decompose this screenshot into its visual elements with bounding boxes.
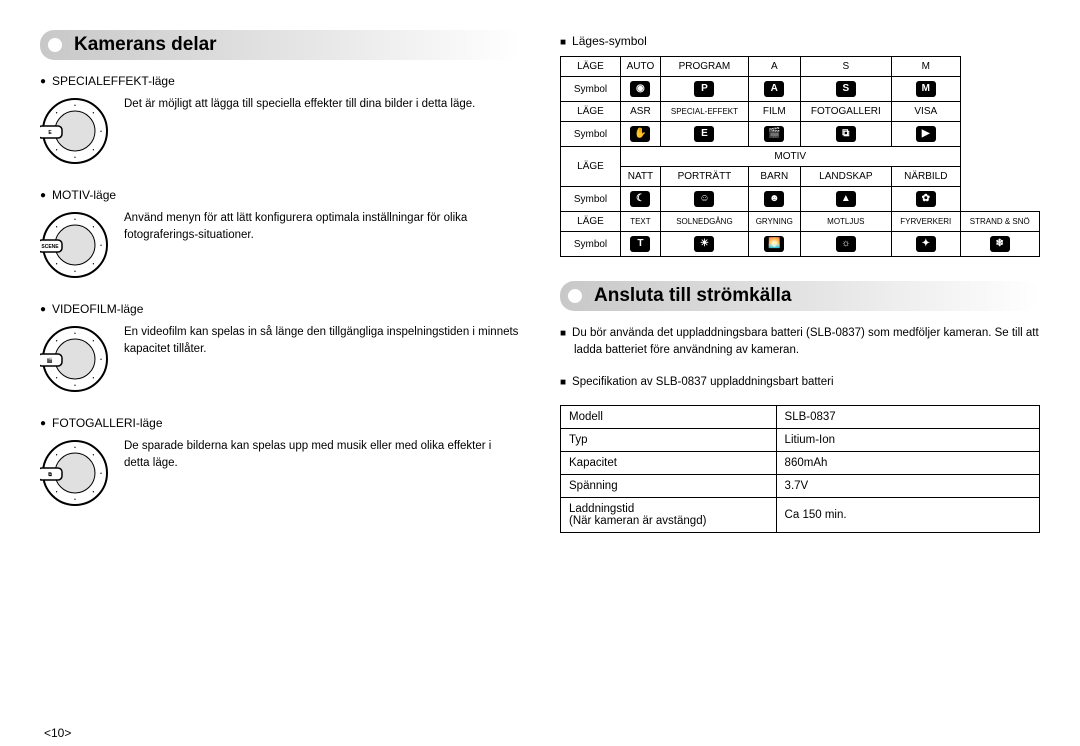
mode-dial-icon: •••••••• 🎬 — [40, 324, 110, 394]
mode-dial-icon: •••••••• E — [40, 96, 110, 166]
right-column: ■Läges-symbol LÄGEAUTOPROGRAMASM Symbol◉… — [560, 30, 1040, 533]
svg-text:•: • — [74, 445, 76, 451]
mode-block: ●MOTIV-läge •••••••• SCENE Använd menyn … — [40, 188, 520, 280]
svg-text:•: • — [56, 375, 58, 381]
heading-parts: Kamerans delar — [74, 34, 217, 56]
svg-text:•: • — [56, 453, 58, 459]
mode-icon: ☻ — [764, 191, 784, 207]
mode-icon: E — [694, 126, 714, 142]
svg-text:•: • — [93, 489, 95, 495]
svg-text:🎬: 🎬 — [47, 357, 53, 364]
svg-text:•: • — [74, 331, 76, 337]
spec-row: Kapacitet860mAh — [561, 451, 1040, 474]
mode-description: Använd menyn för att lätt konfigurera op… — [124, 210, 520, 243]
svg-text:•: • — [74, 497, 76, 503]
svg-text:•: • — [100, 129, 102, 135]
mode-description: De sparade bilderna kan spelas upp med m… — [124, 438, 520, 471]
mode-symbol-head: ■Läges-symbol — [560, 34, 1040, 48]
heading-banner-power: Ansluta till strömkälla — [560, 281, 1040, 311]
svg-text:•: • — [93, 453, 95, 459]
svg-text:•: • — [93, 147, 95, 153]
mode-icon: ☀ — [694, 236, 714, 252]
mode-icon: ✋ — [630, 126, 650, 142]
mode-icon: ⧉ — [836, 126, 856, 142]
mode-title: ●SPECIALEFFEKT-läge — [40, 74, 520, 88]
battery-spec-table: ModellSLB-0837TypLitium-IonKapacitet860m… — [560, 405, 1040, 533]
mode-icon: ▶ — [916, 126, 936, 142]
mode-icon: ☾ — [630, 191, 650, 207]
svg-text:•: • — [74, 269, 76, 275]
mode-icon: S — [836, 81, 856, 97]
mode-dial-icon: •••••••• SCENE — [40, 210, 110, 280]
svg-text:•: • — [93, 375, 95, 381]
mode-dial-icon: •••••••• ⧉ — [40, 438, 110, 508]
svg-text:•: • — [56, 339, 58, 345]
svg-text:⧉: ⧉ — [48, 472, 52, 478]
mode-symbol-table: LÄGEAUTOPROGRAMASM Symbol◉PASM LÄGEASRSP… — [560, 56, 1040, 257]
power-note-2: ■Specifikation av SLB-0837 uppladdningsb… — [560, 374, 1040, 391]
heading-power: Ansluta till strömkälla — [594, 285, 791, 307]
svg-text:•: • — [93, 339, 95, 345]
spec-row: ModellSLB-0837 — [561, 405, 1040, 428]
spec-row: Laddningstid (När kameran är avstängd)Ca… — [561, 497, 1040, 532]
mode-icon: ☼ — [836, 236, 856, 252]
mode-icon: ▲ — [836, 191, 856, 207]
svg-text:•: • — [74, 103, 76, 109]
svg-text:•: • — [100, 357, 102, 363]
mode-icon: M — [916, 81, 936, 97]
left-column: Kamerans delar ●SPECIALEFFEKT-läge • • • • •… — [40, 30, 520, 533]
svg-text:•: • — [93, 225, 95, 231]
svg-text:•: • — [56, 261, 58, 267]
mode-block: ●FOTOGALLERI-läge •••••••• ⧉ De sparade … — [40, 416, 520, 508]
mode-description: Det är möjligt att lägga till speciella … — [124, 96, 475, 113]
mode-icon: T — [630, 236, 650, 252]
mode-block: ●VIDEOFILM-läge •••••••• 🎬 En videofilm … — [40, 302, 520, 394]
svg-text:•: • — [74, 383, 76, 389]
mode-icon: 🌅 — [764, 236, 784, 252]
mode-icon: P — [694, 81, 714, 97]
svg-text:•: • — [56, 147, 58, 153]
mode-icon: ❄ — [990, 236, 1010, 252]
svg-text:•: • — [56, 489, 58, 495]
spec-row: TypLitium-Ion — [561, 428, 1040, 451]
svg-text:•: • — [100, 471, 102, 477]
page-number: <10> — [44, 726, 71, 740]
svg-text:•: • — [93, 261, 95, 267]
svg-text:•: • — [56, 225, 58, 231]
mode-icon: ✿ — [916, 191, 936, 207]
mode-icon: A — [764, 81, 784, 97]
mode-icon: 🎬 — [764, 126, 784, 142]
mode-title: ●MOTIV-läge — [40, 188, 520, 202]
mode-title: ●FOTOGALLERI-läge — [40, 416, 520, 430]
spec-row: Spänning3.7V — [561, 474, 1040, 497]
svg-text:•: • — [93, 111, 95, 117]
svg-text:SCENE: SCENE — [41, 244, 59, 250]
mode-icon: ✦ — [916, 236, 936, 252]
svg-text:•: • — [56, 111, 58, 117]
svg-text:•: • — [74, 155, 76, 161]
mode-description: En videofilm kan spelas in så länge den … — [124, 324, 520, 357]
mode-icon: ◉ — [630, 81, 650, 97]
mode-block: ●SPECIALEFFEKT-läge •••••••• E Det är mö… — [40, 74, 520, 166]
svg-text:•: • — [100, 243, 102, 249]
heading-banner-parts: Kamerans delar — [40, 30, 520, 60]
mode-icon: ☺ — [694, 191, 714, 207]
svg-text:•: • — [74, 217, 76, 223]
mode-title: ●VIDEOFILM-läge — [40, 302, 520, 316]
power-note-1: ■Du bör använda det uppladdningsbara bat… — [560, 325, 1040, 360]
